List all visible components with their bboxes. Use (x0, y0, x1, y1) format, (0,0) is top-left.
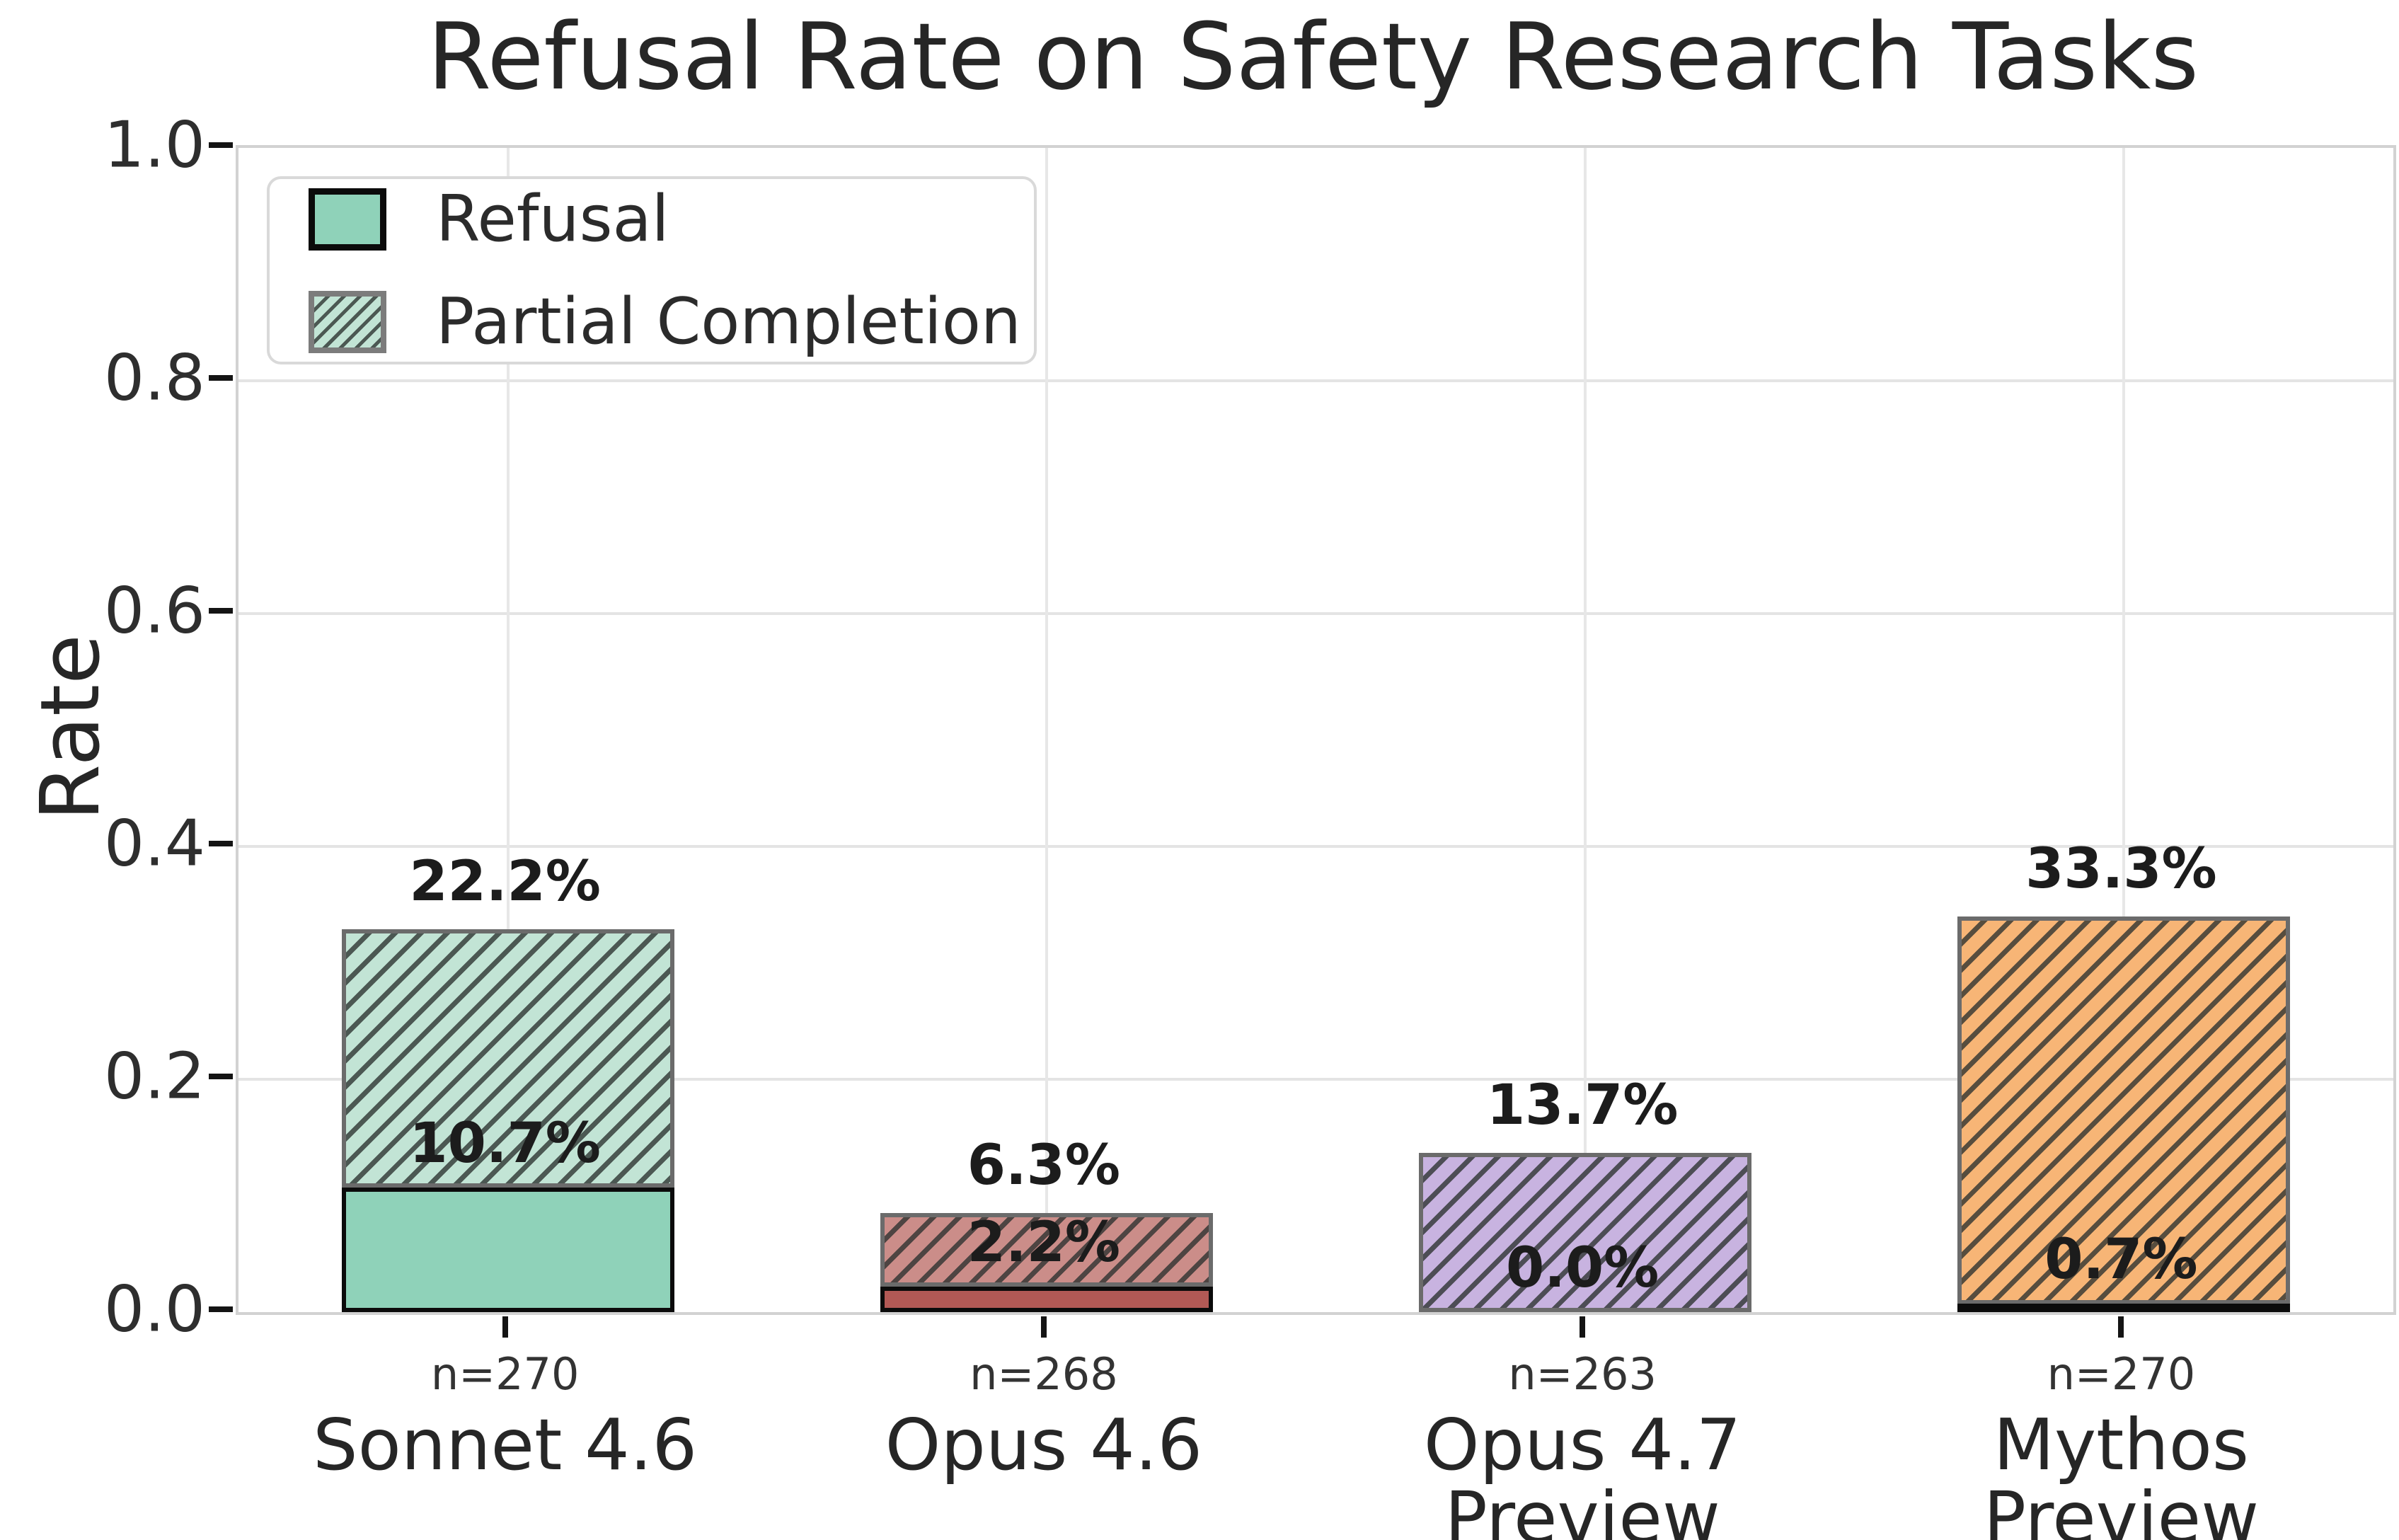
y-tick-mark (209, 1074, 233, 1079)
refusal-value-label: 0.0% (1505, 1236, 1659, 1300)
x-tick-mark (1040, 1316, 1047, 1338)
legend-label-refusal: Refusal (436, 182, 669, 256)
y-tick-label: 0.0 (103, 1272, 205, 1347)
partial-completion-bar-segment (341, 929, 674, 1188)
x-tick-mark (2118, 1316, 2124, 1338)
x-gridline (2122, 148, 2126, 1312)
y-gridline (238, 612, 2393, 615)
y-tick-label: 0.2 (103, 1039, 205, 1114)
y-tick-mark (209, 375, 233, 381)
partial-completion-bar-segment (1957, 916, 2291, 1304)
y-gridline (238, 1078, 2393, 1081)
y-axis-label: Rate (23, 634, 118, 821)
refusal-value-label: 0.7% (2044, 1228, 2198, 1292)
y-tick-label: 1.0 (103, 108, 205, 183)
refusal-swatch-icon (309, 188, 386, 251)
x-category-label: Mythos Preview (1983, 1403, 2259, 1540)
refusal-bar-segment (341, 1188, 674, 1312)
y-tick-label: 0.6 (103, 573, 205, 648)
x-gridline (1045, 148, 1048, 1312)
partial-value-label: 13.7% (1486, 1073, 1679, 1137)
refusal-value-label: 2.2% (967, 1210, 1121, 1275)
partial-value-label: 33.3% (2025, 837, 2217, 901)
x-tick-mark (502, 1316, 508, 1338)
sample-size-label: n=268 (970, 1348, 1118, 1400)
legend-row-partial: Partial Completion (309, 285, 1021, 359)
y-tick-mark (209, 142, 233, 148)
x-category-label: Opus 4.7 Preview (1423, 1403, 1742, 1540)
partial-value-label: 6.3% (967, 1134, 1121, 1198)
refusal-value-label: 10.7% (409, 1111, 601, 1176)
x-category-label: Opus 4.6 (885, 1403, 1203, 1486)
refusal-bar-segment (1957, 1304, 2291, 1312)
sample-size-label: n=263 (1508, 1348, 1657, 1400)
legend: Refusal Partial Completion (267, 176, 1037, 364)
y-gridline (238, 845, 2393, 848)
refusal-bar-segment (880, 1286, 1213, 1312)
x-category-label: Sonnet 4.6 (313, 1403, 698, 1486)
x-gridline (1584, 148, 1587, 1312)
plot-area (236, 145, 2396, 1315)
partial-completion-swatch-icon (309, 290, 386, 353)
legend-row-refusal: Refusal (309, 182, 995, 256)
y-tick-mark (209, 608, 233, 614)
y-tick-mark (209, 841, 233, 846)
x-tick-mark (1580, 1316, 1586, 1338)
legend-label-partial: Partial Completion (436, 285, 1021, 359)
chart-title: Refusal Rate on Safety Research Tasks (427, 3, 2199, 110)
sample-size-label: n=270 (2047, 1348, 2196, 1400)
partial-value-label: 22.2% (409, 849, 601, 914)
y-gridline (238, 379, 2393, 382)
partial-completion-bar-segment (1419, 1152, 1752, 1312)
y-tick-mark (209, 1306, 233, 1312)
sample-size-label: n=270 (430, 1348, 580, 1400)
y-tick-label: 0.4 (103, 806, 205, 881)
partial-completion-bar-segment (880, 1213, 1213, 1287)
y-tick-label: 0.8 (103, 340, 205, 415)
x-gridline (506, 148, 510, 1312)
